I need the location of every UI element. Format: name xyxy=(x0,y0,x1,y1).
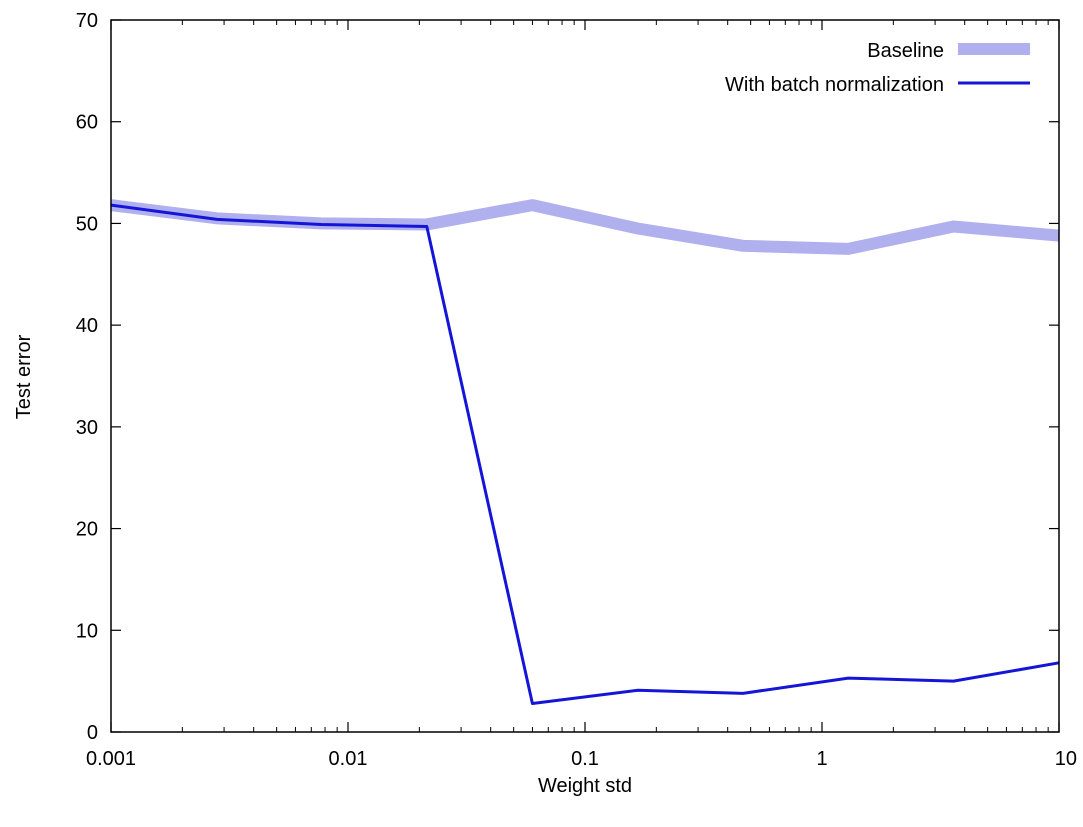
legend: Baseline With batch normalization xyxy=(725,40,1030,96)
y-tick-label-4: 40 xyxy=(76,315,98,337)
x-tick-label-1: 0.01 xyxy=(329,748,368,770)
series-line-baseline xyxy=(110,199,1060,255)
legend-label-baseline: Baseline xyxy=(867,40,944,62)
x-tick-label-3: 1 xyxy=(816,748,827,770)
series-layer xyxy=(110,199,1060,706)
y-tick-label-3: 30 xyxy=(76,417,98,439)
x-tick-label-2: 0.1 xyxy=(571,748,599,770)
tick-layer: 0 10 20 30 40 50 60 70 0.001 0.01 0.1 1 10 xyxy=(76,10,1077,770)
y-tick-label-6: 60 xyxy=(76,112,98,134)
y-tick-label-0: 0 xyxy=(87,722,98,744)
plot-frame xyxy=(110,19,1060,733)
y-tick-label-5: 50 xyxy=(76,213,98,235)
y-tick-label-1: 10 xyxy=(76,620,98,642)
x-tick-label-0: 0.001 xyxy=(86,748,136,770)
legend-label-batch-normalization: With batch normalization xyxy=(725,74,944,96)
series-line-batch-normalization xyxy=(110,203,1060,706)
y-tick-label-2: 20 xyxy=(76,519,98,541)
x-axis-label: Weight std xyxy=(538,775,632,797)
x-tick-label-4: 10 xyxy=(1055,748,1077,770)
y-tick-label-7: 70 xyxy=(76,10,98,32)
y-axis-label: Test error xyxy=(13,334,35,419)
